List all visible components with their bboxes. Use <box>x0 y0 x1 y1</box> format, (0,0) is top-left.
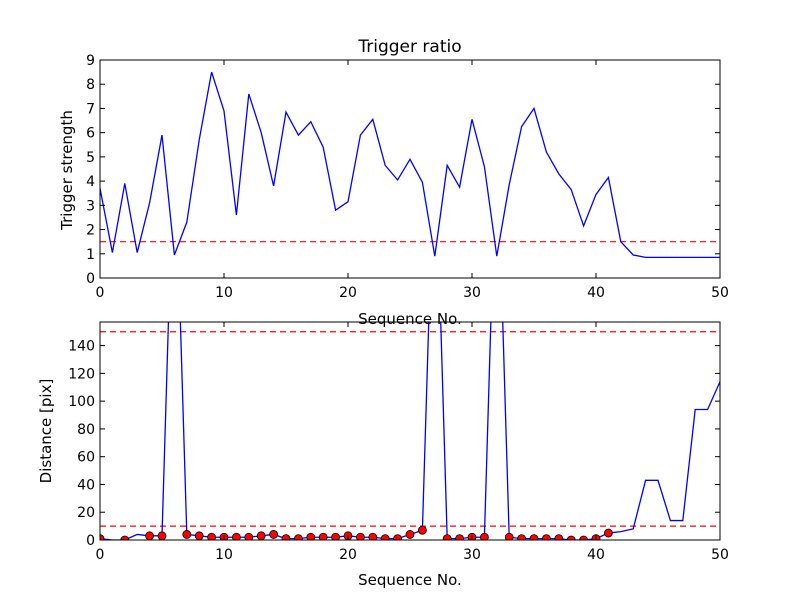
top-y-axis-label: Trigger strength <box>58 110 76 231</box>
top-x-tick-label: 10 <box>215 285 233 301</box>
bottom-y-tick-label: 60 <box>77 450 95 466</box>
top-y-tick-label: 2 <box>86 223 95 239</box>
top-x-tick-label: 50 <box>711 285 729 301</box>
bottom-data-point-28 <box>442 534 452 540</box>
bottom-data-point-24 <box>393 534 402 540</box>
bottom-data-point-26 <box>417 525 427 535</box>
top-x-tick-label: 40 <box>587 285 605 301</box>
bottom-x-tick-label: 10 <box>215 547 233 563</box>
top-series-group <box>100 71 720 259</box>
bottom-data-point-34 <box>517 534 526 540</box>
trigger-ratio-chart: Trigger ratio 0 10 20 30 40 50 0 1 2 3 4 5 6 7 8 9 Sequ… <box>58 37 729 328</box>
bottom-data-point-33 <box>504 532 514 540</box>
top-y-tick-label: 8 <box>86 77 95 93</box>
top-x-tick-label: 30 <box>463 285 481 301</box>
bottom-data-point-37 <box>554 534 564 540</box>
top-x-tick-label: 20 <box>339 285 357 301</box>
bottom-data-point-13 <box>256 531 266 540</box>
top-x-axis-label: Sequence No. <box>358 310 462 328</box>
top-plot-area: 0 10 20 30 40 50 0 1 2 3 4 5 6 7 8 9 <box>86 53 729 301</box>
bottom-data-point-17 <box>306 532 316 540</box>
distance-chart: 0 10 20 30 40 50 0 20 40 60 80 100 120 140 Sequence N… <box>37 321 729 589</box>
bottom-series-group <box>100 322 720 540</box>
bottom-data-point-5 <box>157 531 167 540</box>
bottom-data-point-12 <box>244 532 254 540</box>
bottom-data-point-4 <box>145 531 154 540</box>
bottom-x-tick-label: 0 <box>96 547 105 563</box>
top-y-tick-label: 6 <box>86 126 95 142</box>
bottom-y-tick-label: 100 <box>68 394 95 410</box>
top-series-line-0 <box>100 71 720 259</box>
bottom-y-tick-label: 80 <box>77 422 95 438</box>
bottom-y-tick-label: 140 <box>68 339 95 355</box>
bottom-data-point-0 <box>100 534 105 540</box>
top-y-tick-label: 7 <box>86 101 95 117</box>
bottom-y-tick-label: 20 <box>77 505 95 521</box>
bottom-data-point-29 <box>455 534 464 540</box>
bottom-data-point-15 <box>281 534 291 540</box>
top-y-tick-label: 3 <box>86 198 95 214</box>
bottom-data-point-8 <box>194 531 204 540</box>
bottom-y-tick-label: 120 <box>68 366 95 382</box>
top-y-tick-label: 9 <box>86 53 95 69</box>
bottom-data-point-35 <box>529 534 539 540</box>
top-y-tick-label: 5 <box>86 150 95 166</box>
top-y-tick-label: 4 <box>86 174 95 190</box>
bottom-x-tick-label: 50 <box>711 547 729 563</box>
bottom-y-tick-label: 0 <box>86 533 95 549</box>
bottom-x-tick-label: 20 <box>339 547 357 563</box>
bottom-data-point-16 <box>294 534 303 540</box>
bottom-data-point-39 <box>579 535 588 540</box>
top-y-tick-label: 0 <box>86 271 95 287</box>
bottom-plot-area: 0 10 20 30 40 50 0 20 40 60 80 100 120 140 <box>68 321 729 563</box>
bottom-data-point-25 <box>405 530 415 539</box>
bottom-x-tick-label: 30 <box>463 547 481 563</box>
bottom-data-point-23 <box>380 534 390 540</box>
bottom-data-point-9 <box>207 532 216 540</box>
bottom-y-axis-label: Distance [pix] <box>37 379 55 484</box>
bottom-data-point-41 <box>604 528 613 538</box>
top-axes-frame <box>99 59 721 279</box>
bottom-data-point-31 <box>480 532 489 540</box>
bottom-x-tick-label: 40 <box>587 547 605 563</box>
bottom-data-point-36 <box>542 534 551 540</box>
bottom-data-point-11 <box>232 532 241 540</box>
bottom-data-point-38 <box>566 535 576 540</box>
bottom-y-tick-label: 40 <box>77 477 95 493</box>
top-y-tick-label: 1 <box>86 247 95 263</box>
bottom-axes-frame <box>99 321 721 541</box>
bottom-data-point-21 <box>356 532 365 540</box>
top-x-tick-label: 0 <box>96 285 105 301</box>
bottom-data-point-18 <box>318 532 328 540</box>
bottom-data-point-22 <box>368 532 378 540</box>
bottom-data-point-7 <box>182 530 192 539</box>
bottom-data-point-14 <box>269 530 279 539</box>
bottom-data-point-19 <box>331 532 340 540</box>
bottom-data-point-2 <box>120 535 130 540</box>
chart-title: Trigger ratio <box>357 37 461 57</box>
bottom-x-axis-label: Sequence No. <box>358 571 462 589</box>
